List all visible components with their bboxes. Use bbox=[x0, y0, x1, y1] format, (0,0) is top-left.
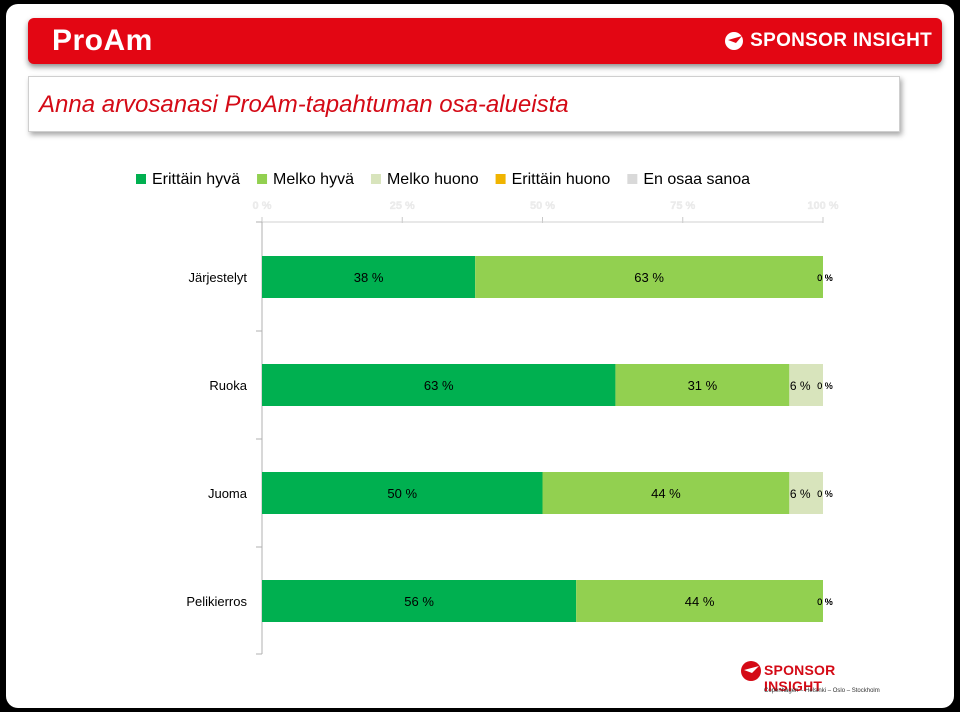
bar-segment bbox=[576, 580, 823, 622]
legend-swatch bbox=[627, 174, 638, 184]
bar-segment bbox=[262, 256, 476, 298]
x-tick-label: 50 % bbox=[530, 200, 555, 212]
data-label: 63 % bbox=[424, 378, 454, 393]
data-label: 0 % bbox=[817, 381, 833, 391]
category-label: Järjestelyt bbox=[188, 270, 247, 285]
legend-label: Melko huono bbox=[387, 171, 479, 188]
sponsor-insight-icon bbox=[725, 32, 744, 50]
bar-segment bbox=[475, 256, 823, 298]
subtitle-box: Anna arvosanasi ProAm-tapahtuman osa-alu… bbox=[28, 76, 900, 132]
data-label: 0 % bbox=[817, 597, 833, 607]
category-label: Juoma bbox=[208, 486, 248, 501]
data-label: 44 % bbox=[685, 594, 715, 609]
slide: ProAm SPONSOR INSIGHT Anna arvosanasi Pr… bbox=[6, 4, 954, 708]
bar-segment bbox=[542, 472, 790, 514]
data-label: 63 % bbox=[634, 270, 664, 285]
data-label: 0 % bbox=[817, 489, 833, 499]
page-title: ProAm bbox=[52, 24, 153, 57]
bar-segment bbox=[262, 364, 616, 406]
data-label: 44 % bbox=[651, 486, 681, 501]
data-label: 0 % bbox=[817, 273, 833, 283]
x-tick-label: 75 % bbox=[670, 200, 695, 212]
legend-label: Melko hyvä bbox=[273, 171, 354, 188]
data-label: 0 % bbox=[817, 597, 833, 607]
legend-label: En osaa sanoa bbox=[643, 171, 750, 188]
data-label: 0 % bbox=[817, 381, 833, 391]
brand-name: SPONSOR INSIGHT bbox=[750, 30, 932, 51]
stacked-bar-chart: Erittäin hyvä Melko hyvä Melko huono Erittä… bbox=[136, 171, 839, 655]
bar-segment bbox=[262, 580, 577, 622]
bar-segment bbox=[615, 364, 790, 406]
data-label: 31 % bbox=[688, 378, 718, 393]
chart-question: Anna arvosanasi ProAm-tapahtuman osa-alu… bbox=[39, 91, 569, 118]
legend-swatch bbox=[136, 174, 146, 184]
legend-swatch bbox=[495, 174, 506, 184]
x-tick-label: 0 % bbox=[253, 200, 272, 212]
legend-swatch bbox=[257, 174, 268, 184]
footer-cities: Copenhagen – Helsinki – Oslo – Stockholm bbox=[764, 688, 880, 694]
data-label: 50 % bbox=[387, 486, 417, 501]
footer-logo: SPONSOR INSIGHT Copenhagen – Helsinki – … bbox=[740, 660, 890, 700]
category-label: Pelikierros bbox=[186, 594, 247, 609]
data-label: 0 % bbox=[817, 273, 833, 283]
x-tick-label: 25 % bbox=[390, 200, 415, 212]
legend-label: Erittäin hyvä bbox=[152, 171, 240, 188]
data-label: 6 % bbox=[790, 487, 811, 501]
legend-swatch bbox=[370, 174, 381, 184]
legend-label: Erittäin huono bbox=[512, 171, 611, 188]
x-tick-label: 100 % bbox=[807, 200, 838, 212]
bar-segment bbox=[789, 472, 823, 514]
data-label: 6 % bbox=[790, 379, 811, 393]
data-label: 38 % bbox=[354, 270, 384, 285]
data-label: 0 % bbox=[817, 489, 833, 499]
data-label: 0 % bbox=[817, 597, 833, 607]
category-label: Ruoka bbox=[209, 378, 247, 393]
footer-brand: SPONSOR INSIGHT bbox=[764, 662, 836, 694]
brand-logo: SPONSOR INSIGHT bbox=[724, 30, 932, 52]
data-label: 56 % bbox=[404, 594, 434, 609]
header-bar: ProAm SPONSOR INSIGHT bbox=[28, 18, 942, 64]
bar-segment bbox=[262, 472, 543, 514]
bar-segment bbox=[789, 364, 823, 406]
sponsor-insight-icon bbox=[741, 661, 761, 681]
data-label: 0 % bbox=[817, 273, 833, 283]
